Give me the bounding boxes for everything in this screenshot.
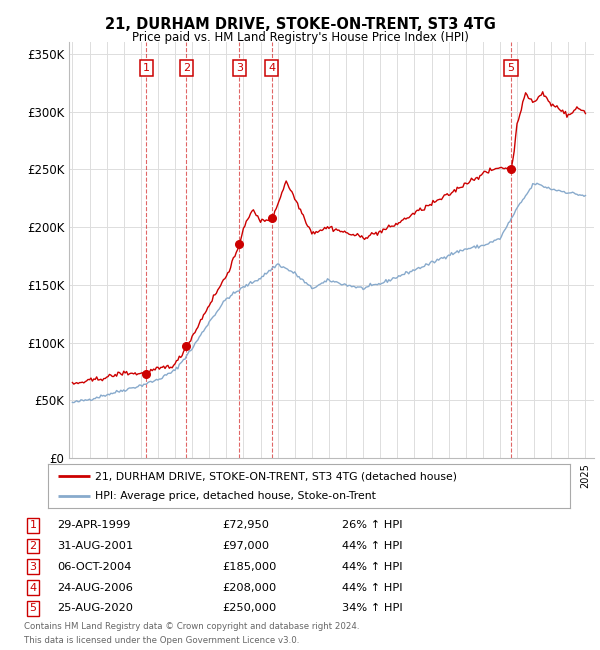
Text: £208,000: £208,000 <box>222 582 276 593</box>
Text: 44% ↑ HPI: 44% ↑ HPI <box>342 541 403 551</box>
Text: This data is licensed under the Open Government Licence v3.0.: This data is licensed under the Open Gov… <box>24 636 299 645</box>
Text: Price paid vs. HM Land Registry's House Price Index (HPI): Price paid vs. HM Land Registry's House … <box>131 31 469 44</box>
Text: 2: 2 <box>183 62 190 73</box>
Text: 31-AUG-2001: 31-AUG-2001 <box>57 541 133 551</box>
Text: 34% ↑ HPI: 34% ↑ HPI <box>342 603 403 614</box>
Text: 44% ↑ HPI: 44% ↑ HPI <box>342 562 403 572</box>
Text: 4: 4 <box>268 62 275 73</box>
Text: £97,000: £97,000 <box>222 541 269 551</box>
Text: 21, DURHAM DRIVE, STOKE-ON-TRENT, ST3 4TG: 21, DURHAM DRIVE, STOKE-ON-TRENT, ST3 4T… <box>104 17 496 32</box>
Text: 21, DURHAM DRIVE, STOKE-ON-TRENT, ST3 4TG (detached house): 21, DURHAM DRIVE, STOKE-ON-TRENT, ST3 4T… <box>95 471 457 481</box>
Text: 5: 5 <box>508 62 515 73</box>
Text: 2: 2 <box>29 541 37 551</box>
Text: £185,000: £185,000 <box>222 562 277 572</box>
Text: 3: 3 <box>29 562 37 572</box>
Text: 25-AUG-2020: 25-AUG-2020 <box>57 603 133 614</box>
Text: 44% ↑ HPI: 44% ↑ HPI <box>342 582 403 593</box>
Text: 4: 4 <box>29 582 37 593</box>
Text: 3: 3 <box>236 62 243 73</box>
Text: 29-APR-1999: 29-APR-1999 <box>57 520 130 530</box>
Text: HPI: Average price, detached house, Stoke-on-Trent: HPI: Average price, detached house, Stok… <box>95 491 376 501</box>
Text: Contains HM Land Registry data © Crown copyright and database right 2024.: Contains HM Land Registry data © Crown c… <box>24 622 359 631</box>
Text: £250,000: £250,000 <box>222 603 276 614</box>
Text: 5: 5 <box>29 603 37 614</box>
Text: £72,950: £72,950 <box>222 520 269 530</box>
Text: 1: 1 <box>143 62 150 73</box>
Text: 24-AUG-2006: 24-AUG-2006 <box>57 582 133 593</box>
Text: 1: 1 <box>29 520 37 530</box>
Text: 06-OCT-2004: 06-OCT-2004 <box>57 562 131 572</box>
Text: 26% ↑ HPI: 26% ↑ HPI <box>342 520 403 530</box>
